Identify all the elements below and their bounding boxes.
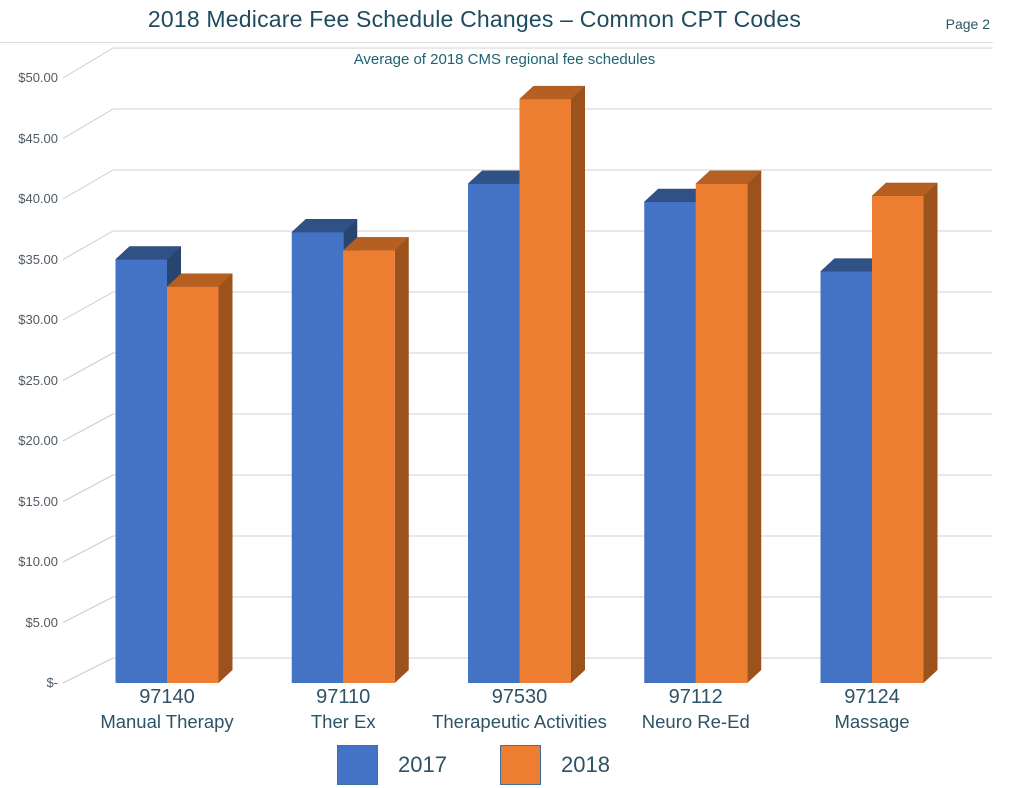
legend-label-2017: 2017 [398, 752, 447, 777]
category-code-label: 97112 [668, 686, 723, 708]
bar-2017-97530 [468, 183, 520, 683]
legend-swatch-2018 [500, 745, 541, 785]
category-code-label: 97110 [316, 686, 371, 708]
bar-2018-97124-side [923, 182, 938, 683]
axis-tick-connector [62, 413, 114, 442]
title-divider [0, 42, 993, 43]
y-axis-label: $10.00 [18, 554, 58, 569]
category-name-label: Therapeutic Activities [432, 711, 607, 732]
bar-2018-97112 [695, 183, 748, 683]
bar-2018-97110 [343, 250, 395, 684]
axis-tick-connector [62, 291, 114, 321]
axis-tick-connector [62, 169, 114, 200]
legend-label-2018: 2018 [561, 752, 610, 777]
bar-2018-97140 [167, 286, 219, 683]
axis-tick-connector [62, 352, 114, 381]
chart-subtitle: Average of 2018 CMS regional fee schedul… [353, 51, 656, 68]
y-axis-label: $50.00 [18, 70, 58, 85]
page-number: Page 2 [945, 16, 990, 32]
legend-swatch-2017 [337, 745, 378, 785]
category-name-label: Massage [834, 711, 910, 732]
bar-2018-97140-side [218, 273, 233, 683]
bar-2017-97112 [644, 202, 696, 683]
bar-2017-97110 [291, 232, 344, 683]
y-axis-label: $5.00 [25, 614, 58, 630]
chart-title: 2018 Medicare Fee Schedule Changes – Com… [147, 6, 802, 32]
bar-2018-97112-side [747, 170, 762, 683]
axis-tick-connector [62, 474, 114, 502]
y-axis-label: $20.00 [18, 433, 58, 448]
y-axis-label: $30.00 [18, 312, 58, 327]
category-code-label: 97140 [139, 686, 195, 708]
axis-tick-connector [62, 535, 114, 563]
bar-2018-97530-side [571, 86, 585, 684]
category-name-label: Ther Ex [310, 711, 376, 732]
y-axis-label: $35.00 [18, 251, 58, 267]
axis-tick-connector [62, 657, 114, 684]
category-name-label: Neuro Re-Ed [641, 711, 750, 732]
y-axis-label: $15.00 [18, 493, 58, 509]
bar-2018-97110-side [394, 237, 409, 684]
axis-tick-connector [62, 108, 114, 139]
category-name-label: Manual Therapy [100, 711, 234, 732]
y-axis-label: $- [46, 675, 58, 690]
y-axis-label: $40.00 [18, 191, 58, 206]
bar-2018-97530 [519, 99, 571, 684]
category-code-label: 97124 [844, 686, 900, 708]
axis-tick-connector [62, 596, 114, 623]
bar-2018-97124 [872, 195, 924, 683]
bar-2017-97124 [820, 271, 872, 683]
bar-2017-97140 [115, 259, 167, 683]
axis-tick-connector [62, 230, 114, 260]
axis-tick-connector [62, 47, 114, 79]
y-axis-label: $25.00 [18, 372, 58, 388]
y-axis-label: $45.00 [18, 130, 58, 146]
category-code-label: 97530 [491, 686, 548, 708]
